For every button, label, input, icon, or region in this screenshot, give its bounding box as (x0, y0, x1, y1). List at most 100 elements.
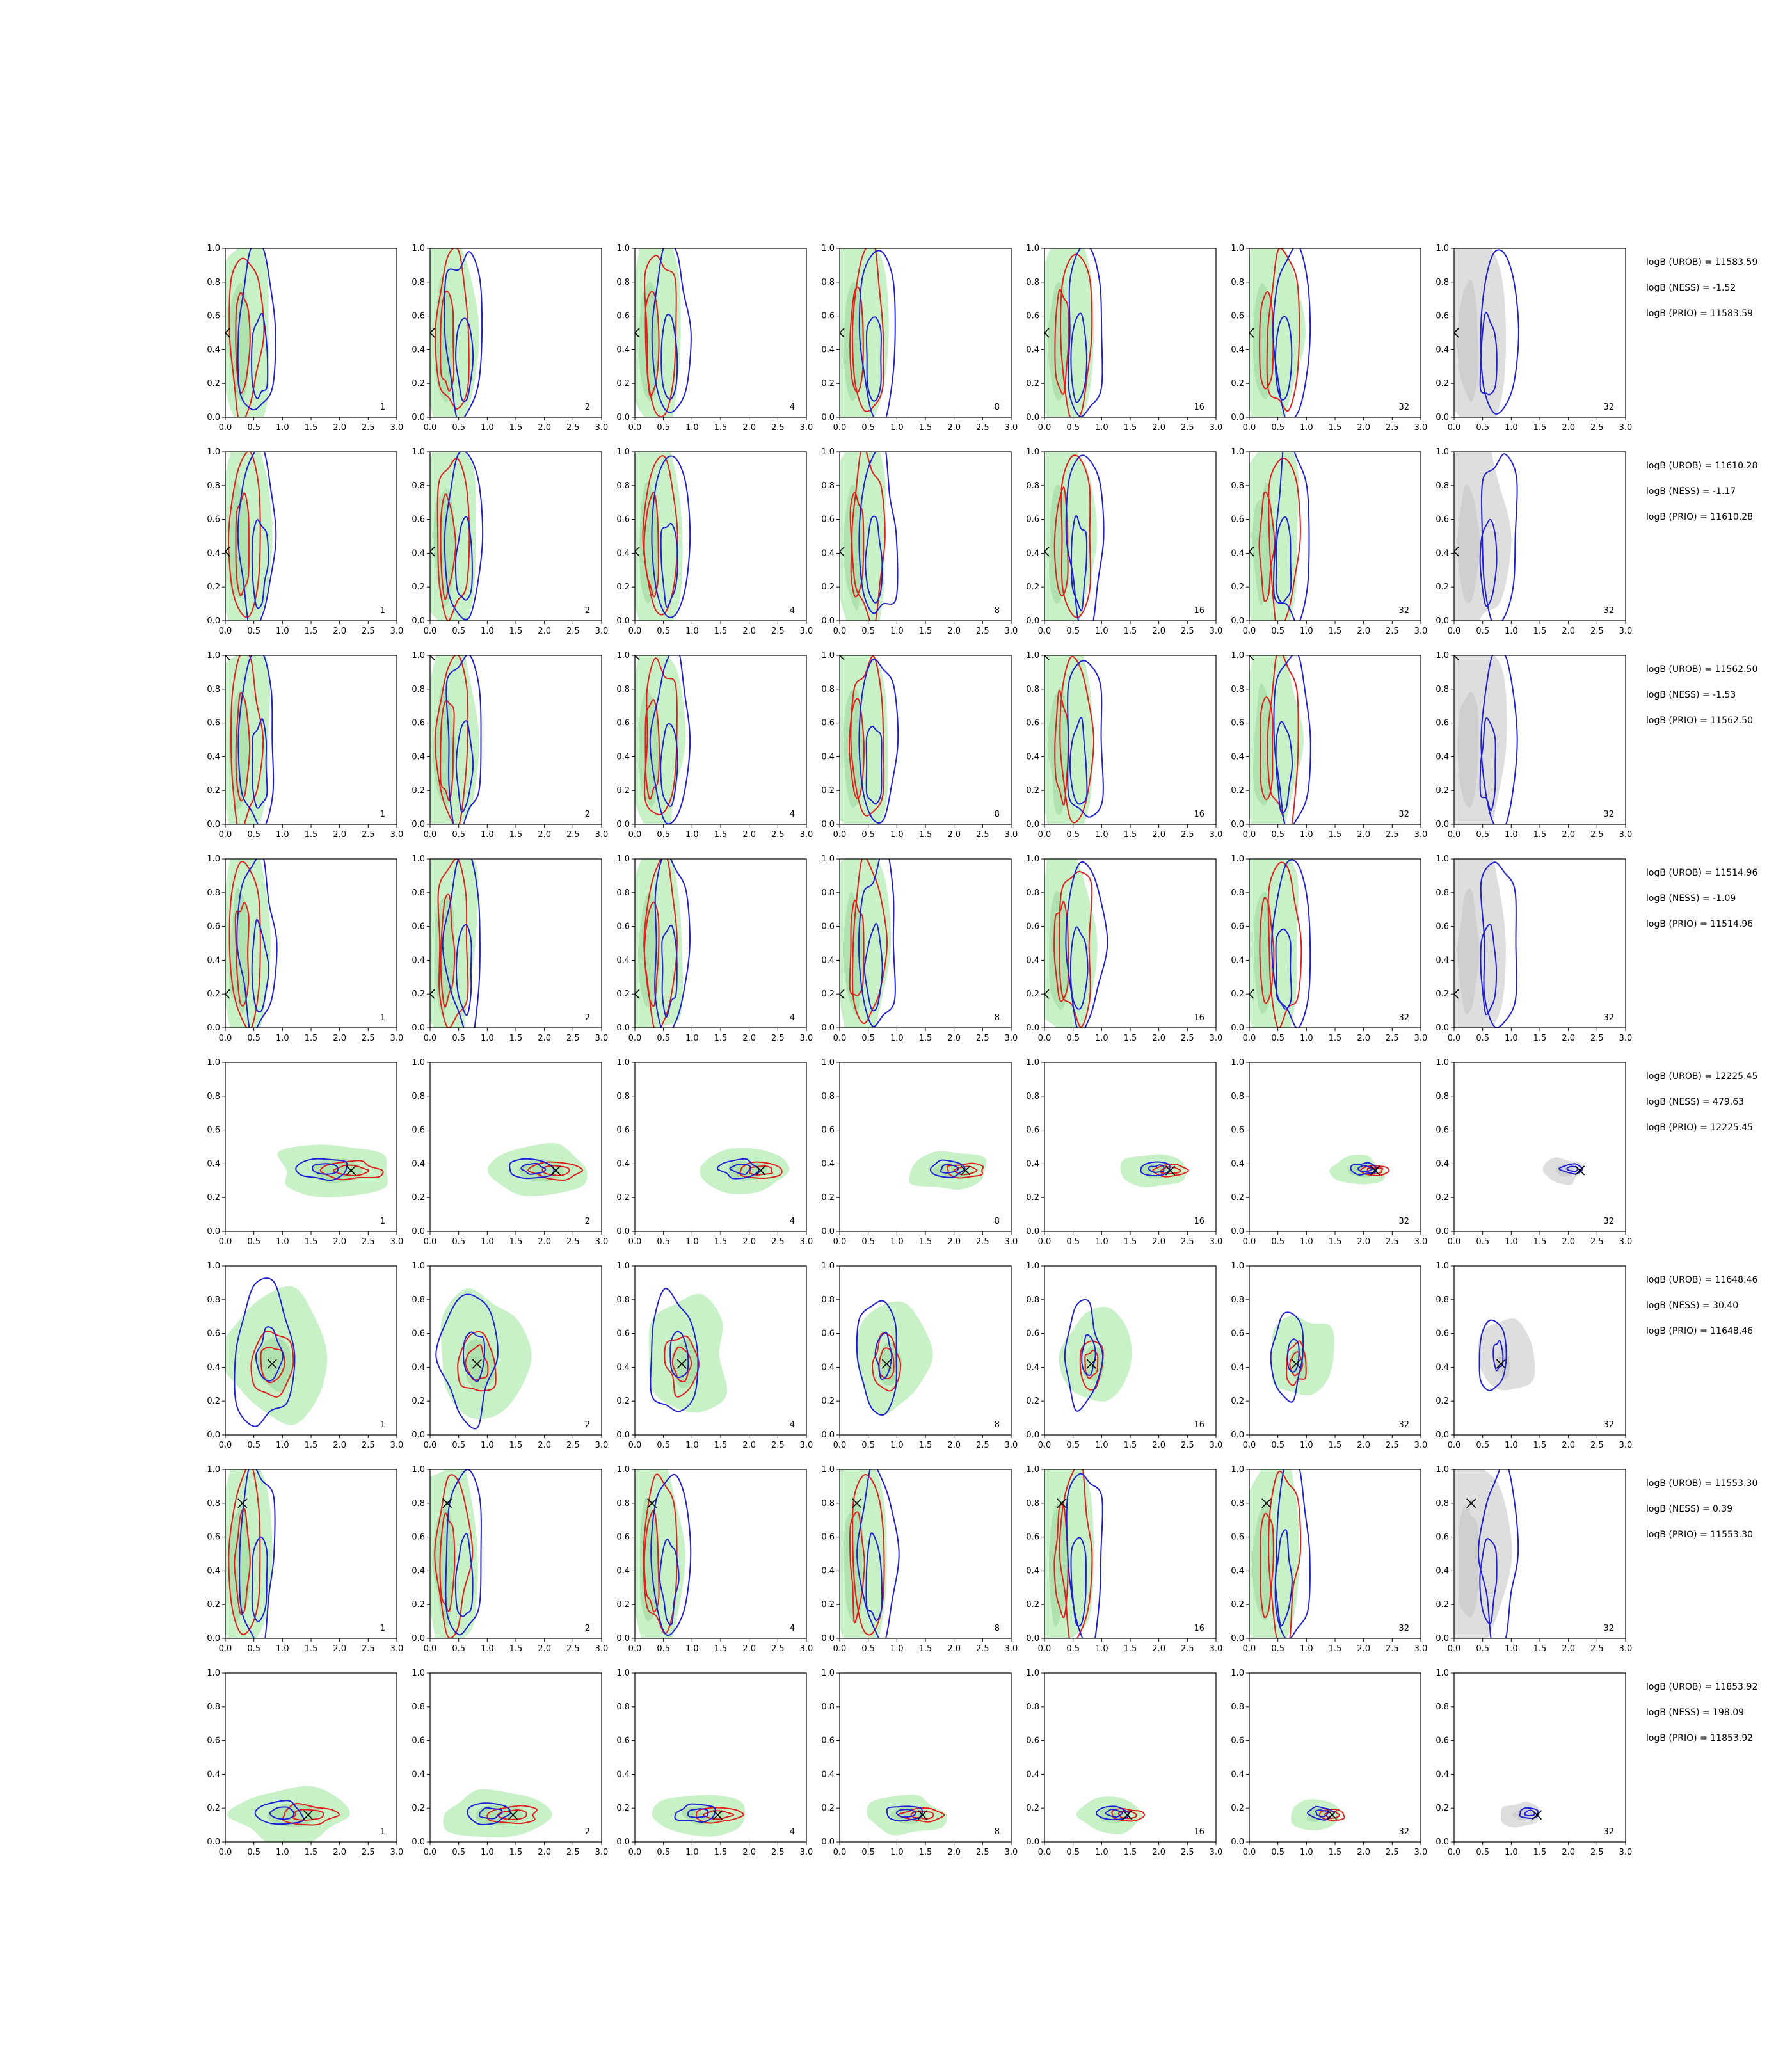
y-tick-label: 0.4 (1026, 956, 1039, 965)
red-contour (1054, 289, 1069, 395)
y-tick-label: 0.2 (1436, 1396, 1449, 1406)
x-tick-label: 2.0 (538, 1034, 551, 1043)
y-tick-label: 0.4 (1231, 1566, 1244, 1576)
red-contour (1060, 253, 1093, 417)
x-tick-label: 0.0 (219, 1441, 232, 1450)
x-tick-label: 1.5 (919, 1644, 932, 1654)
x-tick-label: 2.5 (1590, 1441, 1604, 1450)
x-tick-label: 0.5 (861, 1237, 875, 1247)
y-tick-label: 0.8 (821, 1702, 835, 1712)
panel-r3-c5: 0.0 0.5 1.0 1.5 2.0 2.5 3.0 0.0 0.2 0.4 0.6 0.8 1.0 1… (1026, 651, 1223, 840)
x-tick-label: 0.5 (657, 627, 670, 636)
truth-marker (1574, 1165, 1585, 1176)
red-contour (434, 1474, 474, 1638)
blue-contour (462, 1331, 486, 1382)
y-tick-label: 0.4 (1026, 1363, 1039, 1372)
y-tick-label: 0.2 (616, 786, 630, 796)
x-tick-label: 0.0 (1243, 1848, 1256, 1857)
logb-stat: logB (UROB) = 12225.45 (1646, 1071, 1757, 1082)
panel-plot-area (867, 1795, 948, 1836)
blue-contour (1479, 717, 1496, 812)
x-tick-label: 2.5 (771, 423, 785, 433)
panel-plot-area (1249, 859, 1311, 1028)
x-tick-label: 2.5 (566, 1644, 580, 1654)
red-contour (1259, 897, 1275, 1004)
x-tick-label: 3.0 (1210, 830, 1223, 840)
blue-contour (856, 1300, 897, 1416)
y-tick-label: 1.0 (1026, 854, 1039, 864)
x-tick-label: 3.0 (1619, 1237, 1633, 1247)
x-tick-label: 0.0 (424, 1848, 437, 1857)
y-tick-label: 0.2 (616, 1396, 630, 1406)
panel-plot-area (430, 452, 484, 621)
x-tick-label: 0.5 (1066, 1848, 1080, 1857)
y-tick-label: 0.6 (1231, 719, 1244, 728)
y-tick-label: 0.8 (1436, 278, 1449, 287)
x-tick-label: 3.0 (1619, 830, 1633, 840)
truth-marker (840, 547, 845, 557)
y-tick-label: 1.0 (1026, 1465, 1039, 1475)
blue-contour (661, 924, 678, 1018)
panel-r2-c7: 0.0 0.5 1.0 1.5 2.0 2.5 3.0 0.0 0.2 0.4 0.6 0.8 1.0 3… (1436, 447, 1632, 636)
y-tick-label: 1.0 (1231, 1465, 1244, 1475)
x-tick-label: 1.0 (1505, 1644, 1518, 1654)
x-tick-label: 2.0 (1152, 1848, 1165, 1857)
panel-count-label: 4 (790, 1013, 795, 1023)
y-tick-label: 0.8 (207, 888, 220, 898)
y-tick-label: 0.4 (821, 752, 835, 762)
x-tick-label: 3.0 (800, 830, 813, 840)
y-tick-label: 0.0 (1436, 1227, 1449, 1236)
panel-plot-area (1120, 1154, 1190, 1188)
x-tick-label: 0.5 (1066, 830, 1080, 840)
y-tick-label: 0.6 (207, 922, 220, 932)
blue-contour (467, 1802, 511, 1825)
x-tick-label: 1.0 (685, 1644, 699, 1654)
truth-marker (635, 655, 640, 660)
x-tick-label: 2.0 (742, 1237, 756, 1247)
panel-r2-c4: 0.0 0.5 1.0 1.5 2.0 2.5 3.0 0.0 0.2 0.4 0.6 0.8 1.0 8 (821, 447, 1018, 636)
panel-r7-c1: 0.0 0.5 1.0 1.5 2.0 2.5 3.0 0.0 0.2 0.4 0.6 0.8 1.0 1 (207, 1465, 403, 1654)
y-tick-label: 1.0 (821, 1261, 835, 1271)
blue-contour (455, 924, 472, 1016)
blue-contour (1069, 716, 1088, 805)
y-tick-label: 0.0 (821, 820, 835, 829)
y-tick-label: 0.8 (616, 1702, 630, 1712)
x-tick-label: 0.5 (657, 1848, 670, 1857)
y-tick-label: 0.0 (1026, 1837, 1039, 1847)
y-tick-label: 0.6 (1231, 1736, 1244, 1746)
panel-plot-area (1454, 452, 1518, 621)
red-contour (230, 655, 264, 824)
x-tick-label: 3.0 (1414, 1644, 1428, 1654)
y-tick-label: 0.0 (616, 1634, 630, 1644)
x-tick-label: 0.5 (452, 1644, 465, 1654)
panel-count-label: 4 (790, 403, 795, 412)
y-tick-label: 0.0 (1231, 1227, 1244, 1236)
y-tick-label: 0.0 (821, 1227, 835, 1236)
y-tick-label: 0.4 (412, 345, 425, 355)
y-tick-label: 0.8 (207, 685, 220, 694)
row-stats-r8: logB (UROB) = 11853.92 logB (NESS) = 198.… (1646, 1682, 1757, 1743)
y-tick-label: 1.0 (412, 854, 425, 864)
x-tick-label: 2.5 (1386, 1644, 1399, 1654)
x-tick-label: 2.5 (976, 1644, 989, 1654)
red-contour (527, 1161, 583, 1181)
x-tick-label: 2.5 (1181, 627, 1194, 636)
y-tick-label: 0.2 (412, 786, 425, 796)
posterior-fill-inner (228, 283, 250, 402)
y-tick-label: 0.4 (207, 956, 220, 965)
panel-plot-area (840, 1469, 900, 1638)
x-tick-label: 1.0 (1300, 1441, 1313, 1450)
x-tick-label: 2.5 (362, 1237, 375, 1247)
x-tick-label: 2.0 (742, 627, 756, 636)
logb-stat: logB (PRIO) = 11562.50 (1646, 716, 1753, 726)
posterior-fill-inner (1049, 484, 1069, 604)
blue-contour (479, 1807, 503, 1820)
y-tick-label: 0.2 (1436, 1193, 1449, 1203)
row-stats-r7: logB (UROB) = 11553.30 logB (NESS) = 0.39… (1646, 1478, 1757, 1540)
y-tick-label: 0.2 (821, 989, 835, 999)
y-tick-label: 0.8 (1436, 1295, 1449, 1305)
panel-plot-area (277, 1144, 388, 1197)
x-tick-label: 1.5 (509, 1644, 523, 1654)
panel-count-label: 2 (585, 1827, 590, 1837)
x-tick-label: 3.0 (1005, 627, 1018, 636)
